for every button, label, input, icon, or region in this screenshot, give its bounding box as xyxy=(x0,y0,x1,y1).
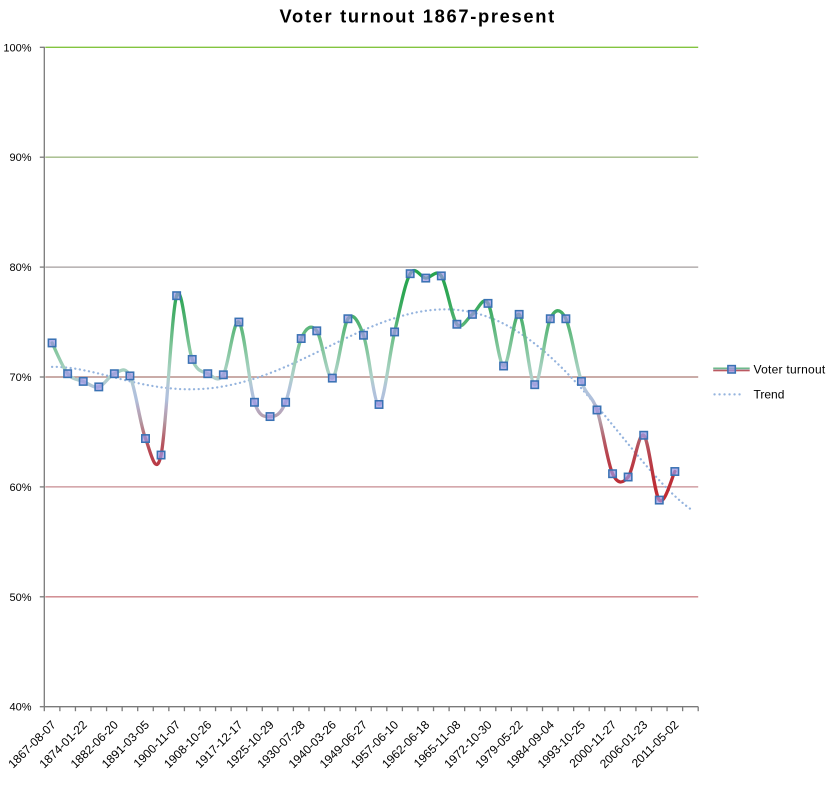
svg-text:Trend: Trend xyxy=(754,387,785,401)
svg-text:70%: 70% xyxy=(9,372,31,384)
svg-text:60%: 60% xyxy=(9,482,31,494)
svg-text:80%: 80% xyxy=(9,262,31,274)
svg-text:100%: 100% xyxy=(3,42,31,54)
svg-text:Voter turnout 1867-present: Voter turnout 1867-present xyxy=(279,5,555,26)
svg-text:90%: 90% xyxy=(9,152,31,164)
svg-text:40%: 40% xyxy=(9,702,31,714)
svg-text:Voter turnout: Voter turnout xyxy=(754,363,826,377)
svg-text:50%: 50% xyxy=(9,592,31,604)
